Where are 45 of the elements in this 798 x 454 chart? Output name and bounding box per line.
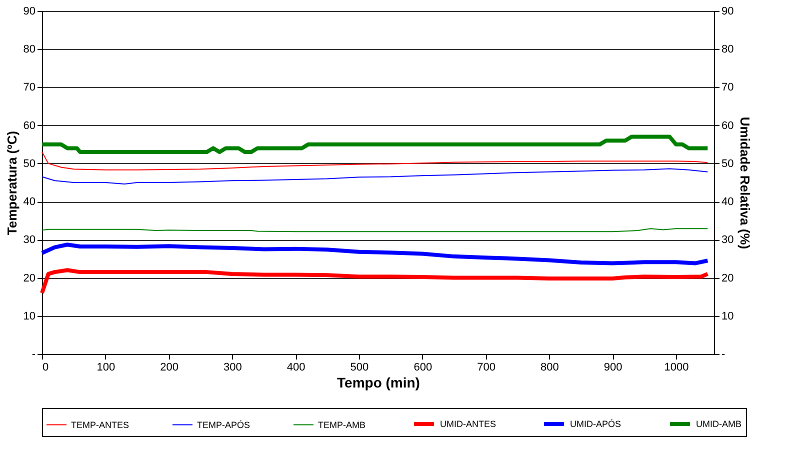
x-tick-label: 800 xyxy=(540,362,559,374)
y-axis-title: Temperatura (ºC) xyxy=(4,130,20,236)
x-tick-label: 1000 xyxy=(664,362,689,374)
y-tick-label: 20 xyxy=(23,272,36,284)
legend-label: TEMP-APÓS xyxy=(197,420,250,430)
x-tick-label: 600 xyxy=(414,362,432,374)
x-tick-label: 100 xyxy=(96,362,116,374)
y2-tick-label: 70 xyxy=(722,82,734,94)
y-tick-label: - xyxy=(32,348,36,360)
y-tick-label: 10 xyxy=(23,310,36,322)
line-series xyxy=(40,134,710,154)
line-series xyxy=(40,242,710,266)
line-series xyxy=(40,268,710,296)
y-tick-label: 60 xyxy=(23,120,36,132)
x-tick-label: 300 xyxy=(224,362,242,374)
x-tick-label: 200 xyxy=(160,362,178,374)
y2-tick-label: 80 xyxy=(722,44,734,56)
line-series xyxy=(42,168,708,185)
legend-label: TEMP-ANTES xyxy=(71,420,130,430)
y-tick-label: 70 xyxy=(23,82,36,94)
y2-tick-label: 20 xyxy=(722,272,734,284)
y-tick-label: 90 xyxy=(23,6,36,18)
legend-label: UMID-APÓS xyxy=(570,419,622,429)
x-tick-label: 700 xyxy=(477,362,496,374)
y-tick-label: 50 xyxy=(23,158,36,170)
y2-axis-title: Umidade Relativa (%) xyxy=(738,116,753,250)
y2-tick-label: 40 xyxy=(722,196,734,208)
x-tick-label: 400 xyxy=(286,362,306,374)
y2-tick-label: 30 xyxy=(722,234,734,246)
line-series xyxy=(42,152,708,170)
x-axis-title: Tempo (min) xyxy=(337,374,420,390)
legend-label: UMID-ANTES xyxy=(440,419,496,429)
x-tick-label: 0 xyxy=(42,362,49,374)
y-tick-label: 30 xyxy=(23,234,36,246)
y2-tick-label: 50 xyxy=(722,158,734,170)
y2-tick-label: 10 xyxy=(722,310,734,322)
legend-label: UMID-AMB xyxy=(696,419,742,429)
x-tick-label: 900 xyxy=(604,362,622,374)
y2-tick-label: 60 xyxy=(722,120,734,132)
y2-tick-label: 90 xyxy=(722,6,734,18)
y-tick-label: 40 xyxy=(23,196,36,208)
y-tick-label: 80 xyxy=(23,44,36,56)
y2-tick-label: - xyxy=(722,348,726,360)
legend-label: TEMP-AMB xyxy=(318,420,366,430)
x-tick-label: 500 xyxy=(350,362,369,374)
